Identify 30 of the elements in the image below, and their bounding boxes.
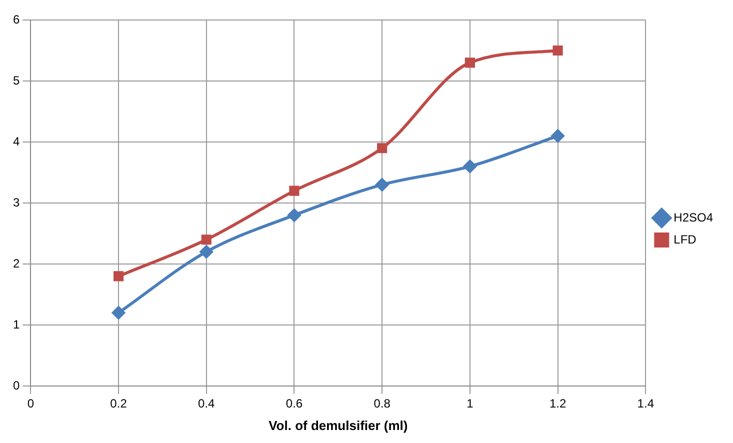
point — [464, 58, 475, 68]
point — [377, 143, 388, 154]
point — [113, 271, 124, 282]
point — [201, 234, 212, 245]
y-tick-label: 6 — [12, 12, 20, 26]
point — [289, 186, 300, 196]
x-tick-label: 1.4 — [637, 396, 654, 411]
y-tick-label: 5 — [12, 73, 20, 88]
x-tick-label: 0 — [27, 396, 34, 411]
point — [200, 245, 213, 258]
point — [112, 306, 126, 320]
y-tick-label: 4 — [12, 134, 20, 148]
legend-label: LFD — [674, 232, 697, 246]
x-tick-label: 0.4 — [198, 396, 216, 411]
x-axis-title: Vol. of demulsifier (ml) — [268, 418, 408, 433]
point — [288, 208, 301, 222]
y-tick-label: 2 — [12, 256, 20, 270]
point — [552, 45, 563, 56]
point — [551, 129, 564, 142]
y-tick-label: 0 — [12, 378, 20, 392]
x-tick-label: 1 — [466, 396, 474, 411]
point — [376, 178, 389, 192]
legend-label: H2SO4 — [674, 210, 714, 224]
x-tick-label: 1.2 — [549, 396, 566, 411]
y-tick-label: 1 — [12, 317, 20, 332]
x-tick-label: 0.2 — [110, 396, 128, 411]
x-tick-label: 0.8 — [374, 396, 391, 411]
x-tick-label: 0.6 — [286, 396, 303, 411]
y-tick-label: 3 — [12, 195, 20, 210]
point — [463, 160, 476, 173]
